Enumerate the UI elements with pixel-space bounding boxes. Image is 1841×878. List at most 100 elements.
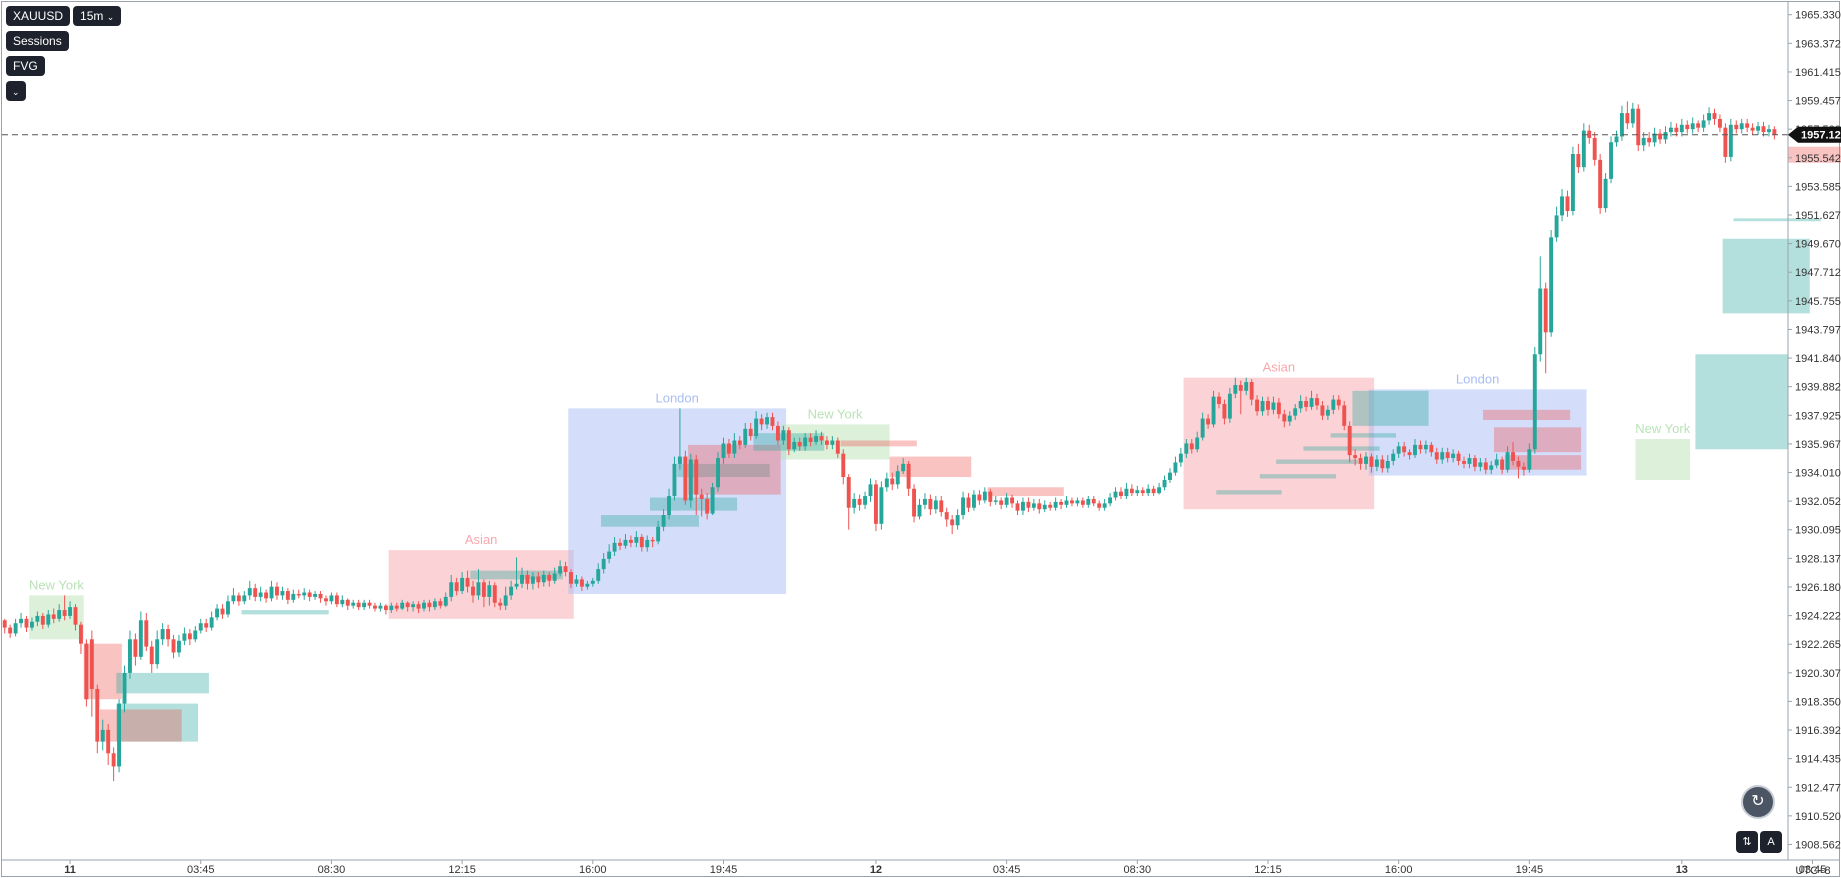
fvg-zone: [116, 672, 209, 694]
price-tick-label: 1924.222: [1795, 611, 1841, 623]
candle-body: [530, 576, 535, 584]
price-tick-label: 1930.095: [1795, 525, 1841, 537]
candle-body: [694, 459, 699, 495]
candle-body: [1451, 453, 1456, 459]
candle-body: [1707, 113, 1712, 121]
candle-body: [677, 456, 682, 464]
candle-body: [1598, 159, 1603, 209]
candle-body: [1113, 491, 1118, 498]
candle-body: [1331, 399, 1336, 410]
candle-body: [1266, 401, 1270, 410]
price-tick-label: 1926.180: [1795, 582, 1841, 594]
candle-body: [8, 627, 13, 634]
price-tick-label: 1947.712: [1795, 267, 1841, 279]
candle-body: [895, 471, 900, 485]
lock-scale-button[interactable]: ⇅: [1736, 831, 1758, 853]
price-tick-label: 1959.457: [1795, 96, 1841, 108]
candle-body: [1750, 127, 1755, 131]
candle-body: [1151, 488, 1156, 494]
candle-body: [1238, 384, 1243, 391]
candle-body: [465, 577, 470, 587]
candle-body: [454, 582, 459, 592]
candle-body: [133, 639, 138, 657]
candle-body: [1668, 127, 1673, 133]
price-tick-label: 1951.627: [1795, 210, 1841, 222]
candle-body: [324, 598, 328, 602]
candle-body: [264, 592, 269, 599]
session-box: [1635, 439, 1690, 480]
candle-body: [1086, 498, 1091, 505]
candle-body: [443, 596, 448, 606]
candle-body: [155, 639, 160, 665]
candle-body: [296, 593, 301, 596]
candle-body: [1260, 401, 1265, 412]
candle-body: [645, 539, 650, 548]
candle-body: [24, 618, 29, 628]
fvg-zone: [1504, 455, 1582, 470]
collapse-indicators-button[interactable]: ⌄: [6, 81, 26, 101]
candle-body: [1756, 126, 1761, 131]
sessions-indicator-label[interactable]: Sessions: [6, 31, 69, 51]
candle-body: [111, 753, 116, 767]
interval-button[interactable]: 15m ⌄: [73, 6, 122, 26]
candle-body: [291, 593, 296, 600]
auto-scale-button[interactable]: A: [1760, 831, 1782, 853]
fvg-zone: [1493, 427, 1582, 453]
candle-body: [1042, 504, 1047, 510]
candle-body: [340, 599, 345, 605]
candle-body: [623, 539, 628, 546]
candle-body: [716, 458, 720, 488]
candle-body: [1576, 154, 1581, 168]
candle-body: [1511, 452, 1515, 461]
candle-body: [552, 573, 557, 581]
candle-body: [334, 595, 339, 605]
candle-body: [912, 488, 917, 517]
candle-body: [781, 430, 786, 441]
price-tick-label: 1963.372: [1795, 38, 1841, 50]
price-tick-label: 1945.755: [1795, 296, 1841, 308]
candle-body: [182, 633, 187, 641]
scroll-to-realtime-button[interactable]: ↻: [1741, 785, 1775, 819]
candle-body: [563, 566, 568, 573]
candle-body: [1075, 500, 1080, 504]
candle-body: [1462, 460, 1466, 464]
candle-body: [1037, 503, 1042, 510]
candle-body: [1521, 466, 1526, 470]
session-label: Asian: [465, 532, 498, 547]
time-tick-label: 03:45: [1799, 864, 1827, 876]
candle-body: [824, 440, 829, 445]
candle-body: [416, 604, 421, 609]
candle-body: [1195, 437, 1200, 450]
fvg-indicator-label[interactable]: FVG: [6, 56, 45, 76]
candle-body: [40, 615, 45, 625]
candle-body: [62, 610, 67, 616]
candle-body: [411, 604, 416, 608]
candle-body: [846, 477, 851, 508]
candle-body: [1560, 196, 1564, 216]
session-label: Asian: [1263, 360, 1296, 375]
candle-body: [476, 582, 481, 596]
fvg-zone: [1695, 354, 1788, 450]
candle-body: [160, 629, 165, 640]
candle-body: [1445, 452, 1450, 459]
candle-body: [944, 512, 949, 520]
candle-body: [999, 500, 1004, 505]
timezone-label[interactable]: UTC+8: [1795, 865, 1830, 877]
session-label: New York: [29, 577, 84, 592]
candle-body: [1772, 129, 1777, 136]
candle-body: [982, 491, 987, 501]
candle-body: [1614, 136, 1619, 143]
candle-body: [966, 497, 971, 508]
price-tick-label: 1955.542: [1795, 153, 1841, 165]
fvg-zone: [241, 610, 329, 615]
candle-body: [569, 572, 573, 584]
symbol-button[interactable]: XAUUSD: [6, 6, 71, 26]
candle-body: [884, 478, 889, 488]
candle-body: [1304, 401, 1309, 407]
candle-body: [1369, 456, 1374, 467]
candle-body: [1091, 498, 1096, 504]
candle-body: [215, 608, 220, 618]
candle-body: [1255, 399, 1260, 412]
